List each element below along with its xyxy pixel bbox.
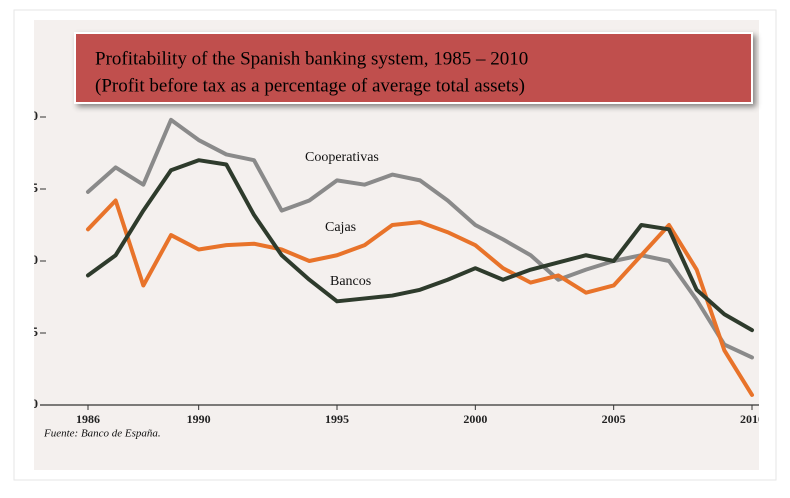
line-series [86,158,754,333]
x-tick-label: 1990 [187,412,211,426]
chart-subtitle: (Profit before tax as a percentage of av… [95,75,525,96]
source-note: Fuente: Banco de España. [43,428,161,440]
x-tick-label: 1995 [325,412,349,426]
y-tick-label: 1,5 [22,180,39,195]
x-tick-label: 2005 [602,412,626,426]
y-tick-label: 1,0 [22,252,38,267]
y-tick-label: 0,5 [22,324,39,339]
x-tick-label: 2000 [463,412,487,426]
y-tick-label: 0,0 [22,396,38,411]
title-box [74,32,753,104]
series-label: Cajas [325,220,356,235]
chart-title: Profitability of the Spanish banking sys… [95,48,528,69]
x-tick-label: 2010 [740,412,764,426]
series-label: Bancos [330,274,371,289]
y-tick-label: 2,0 [22,108,38,123]
x-tick-label: 1986 [76,412,100,426]
series-label: Cooperativas [305,150,379,165]
line-series [86,198,754,397]
